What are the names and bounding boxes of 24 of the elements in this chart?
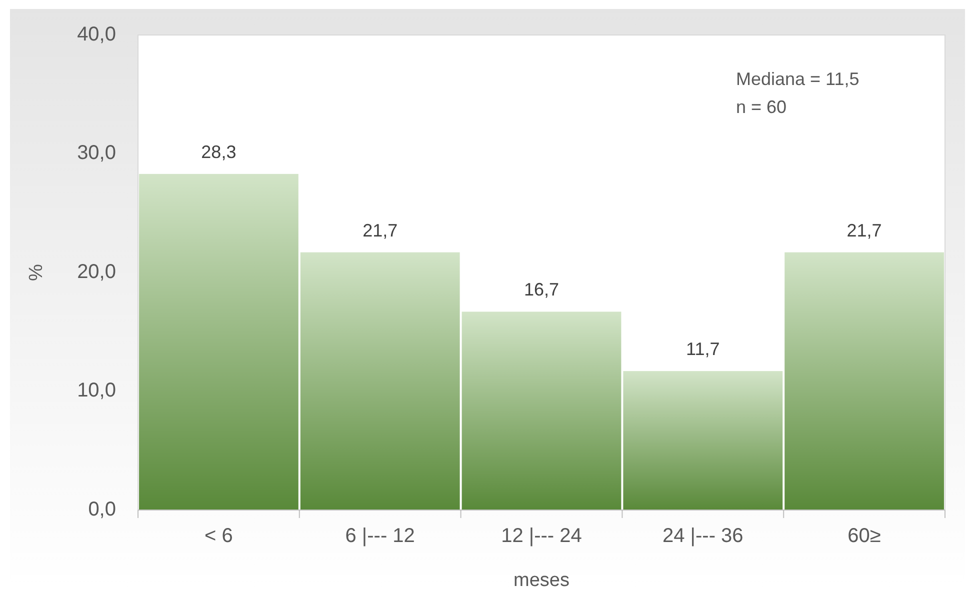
x-tick-label: 6 |--- 12 [345,525,415,547]
bar [139,174,298,510]
y-tick-label: 40,0 [77,23,116,46]
y-tick-label: 0,0 [88,498,116,520]
bar [784,252,944,510]
x-tick-label: 24 |--- 36 [662,525,744,547]
data-label: 11,7 [686,339,720,360]
data-label: 28,3 [201,142,236,162]
x-tick-label: 60≥ [848,525,881,547]
y-tick-label: 20,0 [77,260,116,283]
bar [462,312,622,510]
bar [623,371,783,510]
annotation: n = 60 [736,97,787,117]
x-tick-label: 12 |--- 24 [501,525,582,547]
data-label: 21,7 [846,220,882,240]
y-tick-label: 10,0 [77,380,116,402]
data-label: 16,7 [524,280,560,300]
y-axis-title: % [26,264,47,281]
x-axis-title: meses [514,570,570,591]
x-tick-label: < 6 [204,525,233,547]
y-tick-label: 30,0 [77,142,116,164]
bar [300,252,460,510]
data-label: 21,7 [362,220,398,240]
annotation: Mediana = 11,5 [736,69,860,89]
